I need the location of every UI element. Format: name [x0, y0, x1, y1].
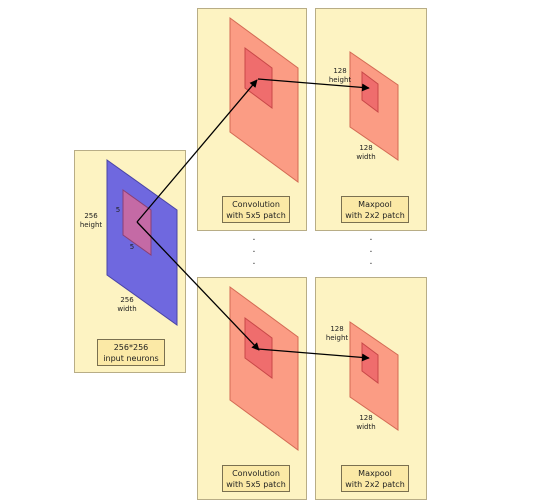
input-width-value: 256	[120, 296, 134, 304]
pool-width-label-bottom: 128 width	[352, 414, 380, 432]
pool-height-label-top: 128 height	[326, 67, 354, 85]
pool-label-line2: with 2x2 patch	[345, 479, 405, 489]
conv-label-box-top: Convolution with 5x5 patch	[222, 196, 290, 223]
input-patch-side-bottom: 5	[129, 243, 135, 251]
ellipsis-dot: .	[252, 232, 256, 243]
ellipsis-dot: .	[252, 256, 256, 267]
pool-label-line1: Maxpool	[358, 199, 392, 209]
conv-label-line2: with 5x5 patch	[226, 479, 286, 489]
pool-width-unit: width	[356, 423, 376, 431]
pool-width-value: 128	[359, 144, 373, 152]
pool-label-box-bottom: Maxpool with 2x2 patch	[341, 465, 409, 492]
input-width-unit: width	[117, 305, 137, 313]
arrow-conv-to-pool-top	[257, 78, 370, 92]
ellipsis-pool: . . .	[366, 232, 376, 268]
pool-label-line2: with 2x2 patch	[345, 210, 405, 220]
input-label-line2: input neurons	[103, 353, 159, 363]
arrow-input-to-conv-bottom	[136, 221, 260, 351]
ellipsis-dot: .	[369, 244, 373, 255]
input-height-value: 256	[84, 212, 98, 220]
arrow-conv-to-pool-bottom	[257, 348, 370, 362]
ellipsis-dot: .	[369, 256, 373, 267]
conv-label-box-bottom: Convolution with 5x5 patch	[222, 465, 290, 492]
input-label-line1: 256*256	[113, 342, 149, 352]
pool-width-value: 128	[359, 414, 373, 422]
conv-label-line2: with 5x5 patch	[226, 210, 286, 220]
pool-height-value: 128	[330, 325, 344, 333]
pool-height-value: 128	[333, 67, 347, 75]
pool-label-box-top: Maxpool with 2x2 patch	[341, 196, 409, 223]
conv-label-line1: Convolution	[232, 468, 280, 478]
ellipsis-dot: .	[369, 232, 373, 243]
pool-height-unit: height	[325, 334, 349, 342]
ellipsis-conv: . . .	[249, 232, 259, 268]
conv-output-patch-top	[244, 47, 273, 109]
pool-width-unit: width	[356, 153, 376, 161]
pool-height-label-bottom: 128 height	[323, 325, 351, 343]
conv-label-line1: Convolution	[232, 199, 280, 209]
pool-label-line1: Maxpool	[358, 468, 392, 478]
pool-output-patch-bottom	[361, 342, 379, 384]
input-label-box: 256*256 input neurons	[97, 339, 165, 366]
pool-width-label-top: 128 width	[352, 144, 380, 162]
input-height-label: 256 height	[78, 212, 104, 230]
arrow-input-to-conv-top	[136, 79, 258, 223]
pool-height-unit: height	[328, 76, 352, 84]
input-patch-side-top: 5	[115, 206, 121, 214]
ellipsis-dot: .	[252, 244, 256, 255]
input-width-label: 256 width	[112, 296, 142, 314]
input-height-unit: height	[79, 221, 103, 229]
